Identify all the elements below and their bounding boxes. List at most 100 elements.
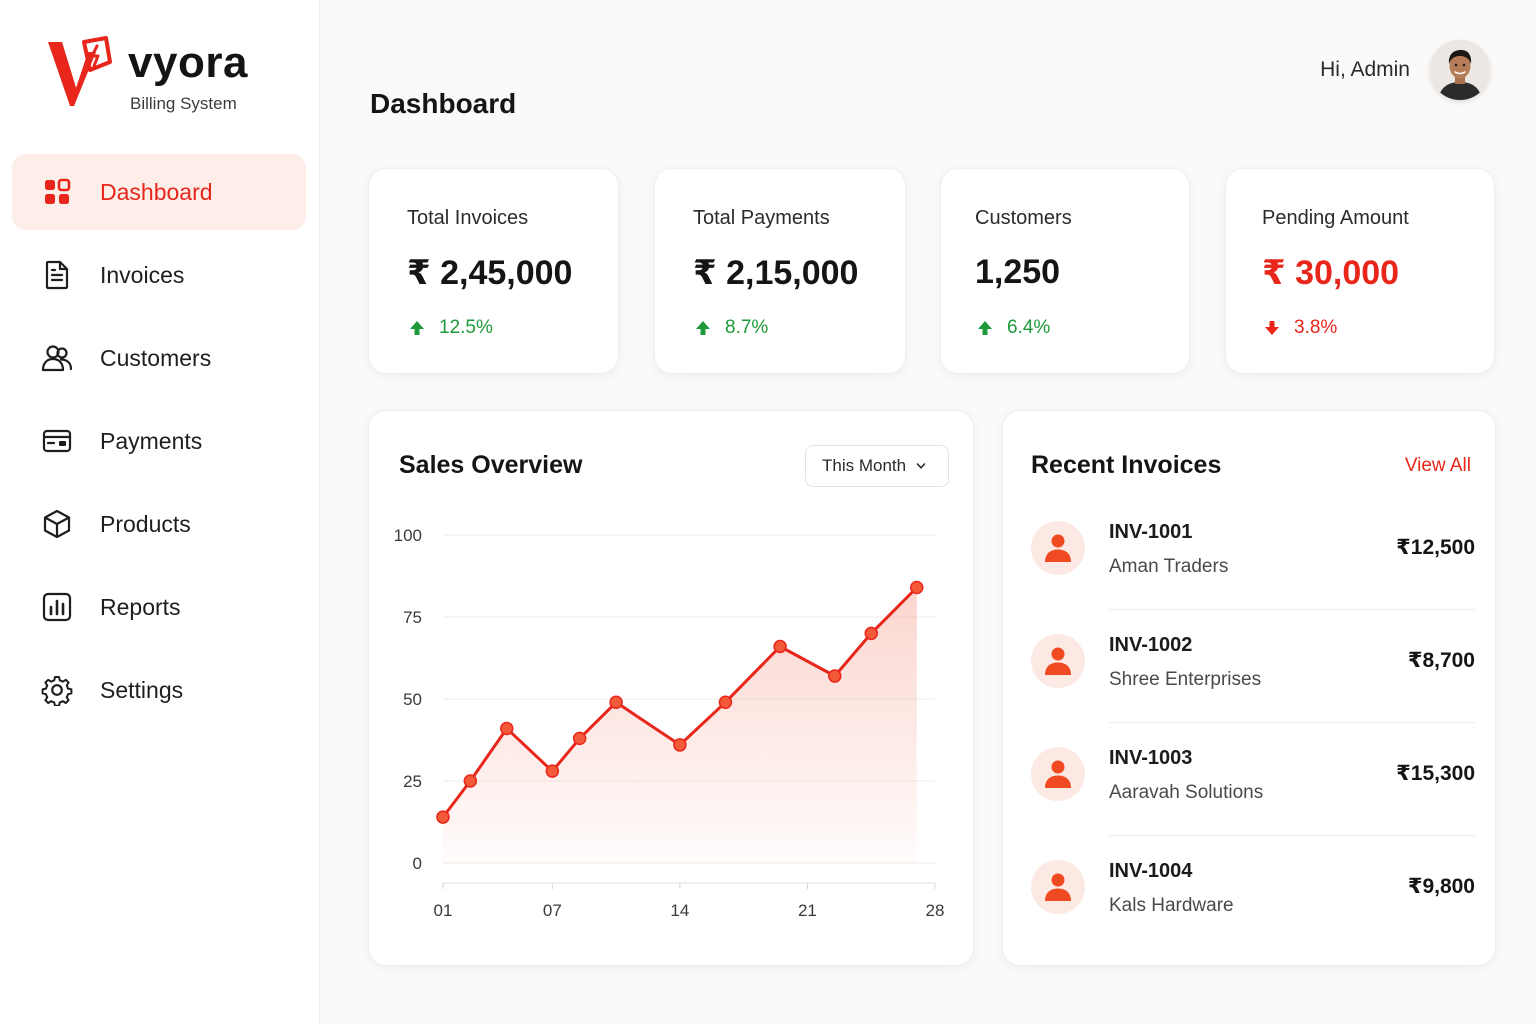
x-tick-label: 21	[798, 901, 817, 920]
x-tick-label: 14	[670, 901, 689, 920]
customer-avatar-icon	[1031, 747, 1085, 801]
reports-icon	[40, 590, 74, 624]
invoice-amount: ₹12,500	[1396, 536, 1475, 559]
stat-card-total-invoices[interactable]: Total Invoices ₹ 2,45,000 12.5%	[368, 168, 619, 374]
stat-change-value: 3.8%	[1294, 317, 1338, 338]
vyora-logo-icon	[48, 36, 112, 106]
sidebar-nav: Dashboard Invoices	[12, 154, 306, 735]
stat-value: ₹ 2,45,000	[407, 254, 573, 292]
stat-change-value: 8.7%	[725, 317, 769, 338]
arrow-down-icon	[1265, 321, 1279, 335]
stat-card-total-payments[interactable]: Total Payments ₹ 2,15,000 8.7%	[654, 168, 906, 374]
customer-avatar-icon	[1031, 634, 1085, 688]
chart-area-fill	[443, 587, 917, 863]
chart-point[interactable]	[463, 774, 478, 788]
recent-invoices-title: Recent Invoices	[1031, 451, 1222, 479]
period-select[interactable]: This Month	[805, 445, 949, 487]
page-title: Dashboard	[370, 88, 517, 119]
chart-point[interactable]	[500, 721, 514, 736]
sidebar: vyora Billing System Dashboard	[0, 0, 320, 1024]
chart-point[interactable]	[910, 580, 924, 595]
chart-y-axis: 0 25 50 75 100	[394, 526, 422, 873]
stat-label: Customers	[975, 207, 1072, 229]
divider	[1109, 609, 1475, 610]
chart-series-line	[441, 586, 919, 819]
customer-avatar-icon	[1031, 860, 1085, 914]
sidebar-item-label: Payments	[100, 427, 203, 454]
settings-icon	[40, 673, 74, 707]
y-tick-label: 100	[394, 526, 422, 545]
chart-point[interactable]	[773, 639, 787, 654]
sidebar-item-label: Products	[100, 510, 191, 537]
stat-change: 3.8%	[1264, 317, 1337, 339]
x-tick-label: 01	[434, 901, 453, 920]
sidebar-item-label: Settings	[100, 676, 184, 703]
y-tick-label: 25	[403, 772, 422, 791]
stat-label: Pending Amount	[1262, 207, 1409, 229]
sidebar-item-settings[interactable]: Settings	[12, 652, 306, 728]
invoice-amount: ₹8,700	[1407, 649, 1475, 672]
invoice-customer: Aman Traders	[1109, 556, 1229, 577]
stat-value: 1,250	[975, 253, 1061, 291]
sidebar-item-label: Invoices	[100, 261, 185, 288]
sidebar-item-products[interactable]: Products	[12, 486, 306, 562]
sidebar-item-dashboard[interactable]: Dashboard	[12, 154, 306, 230]
user-avatar-icon	[1430, 40, 1490, 100]
invoice-icon	[40, 258, 74, 292]
divider	[1109, 835, 1475, 836]
customer-avatar-icon	[1031, 521, 1085, 575]
avatar[interactable]	[1430, 40, 1490, 100]
chart-x-axis: 01 07 14 21 28	[434, 883, 945, 920]
stat-card-pending-amount[interactable]: Pending Amount ₹ 30,000 3.8%	[1225, 168, 1495, 374]
dashboard-icon	[40, 175, 74, 209]
stat-change-value: 6.4%	[1007, 317, 1051, 338]
list-item[interactable]: INV-1004 Kals Hardware ₹9,800	[1029, 836, 1475, 949]
brand-logo[interactable]: vyora Billing System	[44, 36, 304, 126]
sidebar-item-payments[interactable]: Payments	[12, 403, 306, 479]
list-item[interactable]: INV-1002 Shree Enterprises ₹8,700	[1029, 610, 1475, 723]
chart-points	[436, 580, 924, 824]
list-item[interactable]: INV-1003 Aaravah Solutions ₹15,300	[1029, 723, 1475, 836]
user-greeting: Hi, Admin	[1320, 58, 1410, 81]
stat-value: ₹ 30,000	[1262, 254, 1400, 292]
invoice-amount: ₹9,800	[1407, 875, 1475, 898]
payments-icon	[40, 424, 74, 458]
y-tick-label: 0	[413, 854, 422, 873]
brand-tagline: Billing System	[130, 94, 237, 113]
stat-card-customers[interactable]: Customers 1,250 6.4%	[940, 168, 1190, 374]
stat-change-value: 12.5%	[439, 317, 493, 338]
invoice-id: INV-1002	[1109, 634, 1193, 656]
sidebar-item-reports[interactable]: Reports	[12, 569, 306, 645]
stat-value: ₹ 2,15,000	[693, 254, 859, 292]
chart-point[interactable]	[436, 810, 450, 824]
chart-point[interactable]	[609, 695, 623, 710]
x-tick-label: 07	[543, 901, 562, 920]
sales-overview-card: Sales Overview This Month 0 25 50 75 100 01 0…	[368, 410, 974, 966]
chart-point[interactable]	[673, 738, 687, 752]
products-icon	[40, 507, 74, 541]
chart-point[interactable]	[572, 731, 587, 746]
chevron-down-icon	[916, 463, 926, 469]
invoice-customer: Aaravah Solutions	[1109, 782, 1264, 803]
invoice-id: INV-1001	[1109, 521, 1193, 543]
stat-change: 6.4%	[977, 317, 1050, 339]
invoice-customer: Shree Enterprises	[1109, 669, 1262, 690]
stat-change: 8.7%	[695, 317, 768, 339]
chart-point[interactable]	[828, 669, 842, 683]
y-tick-label: 75	[403, 608, 422, 627]
chart-point[interactable]	[545, 764, 560, 778]
stat-change: 12.5%	[409, 317, 493, 339]
sidebar-item-invoices[interactable]: Invoices	[12, 237, 306, 313]
sidebar-item-label: Reports	[100, 593, 181, 620]
stat-label: Total Payments	[693, 207, 830, 229]
arrow-up-icon	[410, 321, 424, 335]
x-tick-label: 28	[926, 901, 945, 920]
view-all-link[interactable]: View All	[1404, 455, 1471, 476]
sidebar-item-customers[interactable]: Customers	[12, 320, 306, 396]
stat-label: Total Invoices	[407, 207, 529, 229]
chart-point[interactable]	[864, 626, 878, 641]
sidebar-item-label: Dashboard	[100, 178, 213, 205]
chart-point[interactable]	[718, 695, 733, 710]
list-item[interactable]: INV-1001 Aman Traders ₹12,500	[1029, 497, 1475, 610]
recent-invoices-card: Recent Invoices View All INV-1001 Aman T…	[1002, 410, 1496, 966]
